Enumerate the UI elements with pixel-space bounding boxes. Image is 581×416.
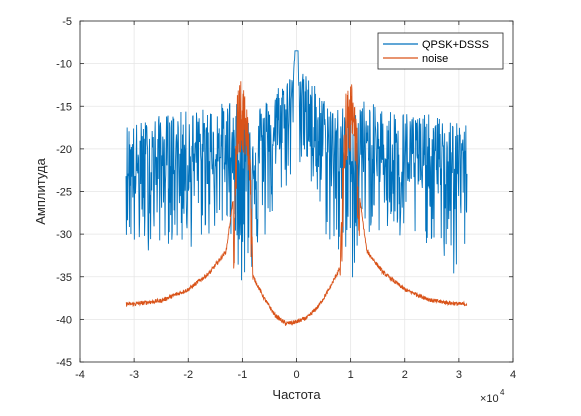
series-noise-line [125, 81, 468, 327]
y-axis-ticks: -5 -10 -15 -20 -25 -30 -35 -40 -45 [56, 16, 513, 369]
y-tick-label: -30 [56, 229, 72, 241]
legend-label-qpsk: QPSK+DSSS [422, 39, 489, 51]
y-tick-label: -35 [56, 272, 72, 284]
x-tick-label: 2 [402, 369, 408, 381]
x-tick-label: 1 [348, 369, 354, 381]
x-exponent-base: ×10 [480, 393, 499, 405]
series-qpsk-dsss-line [125, 50, 468, 281]
x-tick-label: -4 [75, 369, 85, 381]
x-tick-label: -3 [129, 369, 139, 381]
x-tick-label: -2 [183, 369, 193, 381]
legend: QPSK+DSSS noise [377, 32, 504, 70]
y-tick-label: -10 [56, 59, 72, 71]
x-tick-label: 0 [293, 369, 299, 381]
x-tick-label: 3 [456, 369, 462, 381]
plot-area [79, 20, 514, 363]
x-axis-label: Частота [272, 387, 321, 402]
series-layer [125, 50, 468, 327]
y-tick-label: -15 [56, 101, 72, 113]
x-exponent-power: 4 [500, 388, 505, 397]
x-axis-ticks: -4 -3 -2 -1 0 1 2 3 4 [75, 21, 516, 381]
legend-label-noise: noise [422, 53, 448, 65]
legend-box [377, 32, 504, 70]
y-tick-label: -5 [62, 16, 72, 28]
y-tick-label: -45 [56, 357, 72, 369]
y-tick-label: -25 [56, 187, 72, 199]
x-tick-label: -1 [237, 369, 247, 381]
y-tick-label: -20 [56, 144, 72, 156]
y-tick-label: -40 [56, 314, 72, 326]
x-tick-label: 4 [510, 369, 516, 381]
y-axis-label: Амплитуда [33, 157, 48, 224]
x-axis-exponent: ×10 4 [480, 388, 505, 405]
